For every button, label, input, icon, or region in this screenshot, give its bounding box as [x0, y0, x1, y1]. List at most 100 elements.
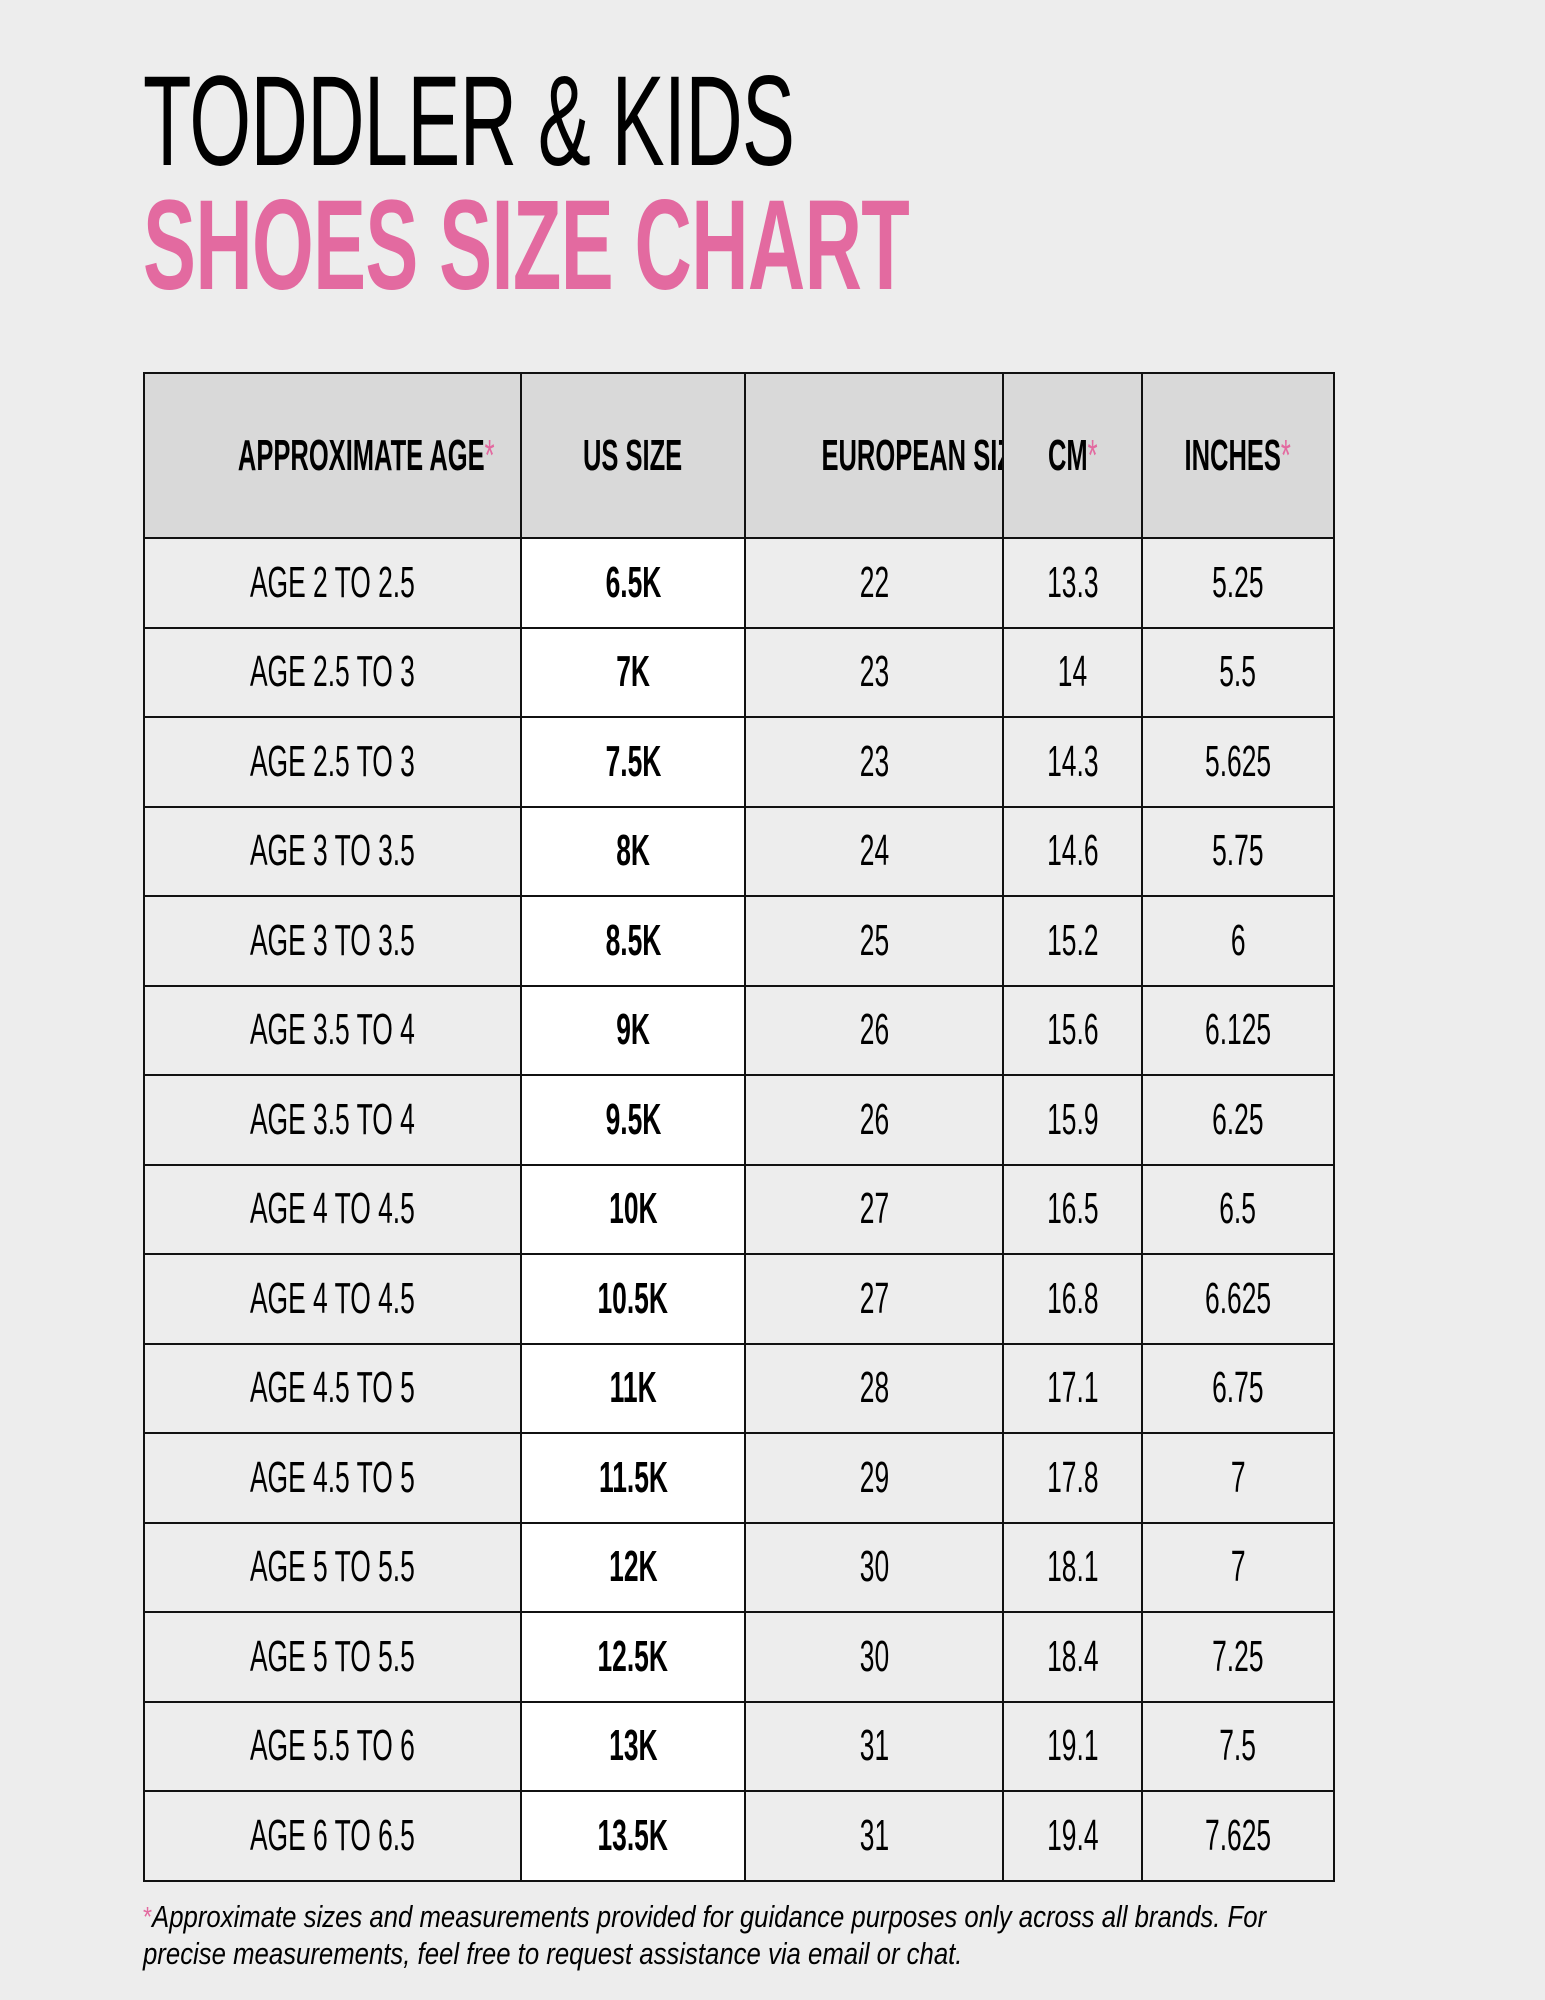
- cell-text: 30: [859, 1631, 889, 1681]
- cell-text: 7.625: [1204, 1810, 1272, 1860]
- age-cell: AGE 6 TO 6.5: [143, 1790, 522, 1882]
- cell-text: 7: [1230, 1452, 1246, 1502]
- inches-cell: 6.25: [1141, 1074, 1335, 1166]
- age-cell: AGE 4 TO 4.5: [143, 1163, 522, 1255]
- european-size-cell: 28: [744, 1342, 1004, 1434]
- european-size-cell: 22: [744, 537, 1004, 629]
- cm-cell: 16.5: [1002, 1163, 1143, 1255]
- table-row: AGE 4 TO 4.5 10K 27 16.5 6.5: [143, 1163, 1335, 1255]
- cell-text: 16.8: [1046, 1273, 1099, 1323]
- age-cell: AGE 2.5 TO 3: [143, 716, 522, 808]
- european-size-cell: 31: [744, 1790, 1004, 1882]
- table-row: AGE 3 TO 3.5 8.5K 25 15.2 6: [143, 895, 1335, 987]
- column-header-label: CM*: [1048, 431, 1098, 481]
- asterisk-marker: *: [484, 430, 495, 480]
- age-cell: AGE 2.5 TO 3: [143, 626, 522, 718]
- cell-text: AGE 3 TO 3.5: [250, 826, 415, 876]
- us-size-cell: 7K: [520, 626, 746, 718]
- asterisk-marker: *: [1281, 430, 1292, 480]
- european-size-cell: 27: [744, 1253, 1004, 1345]
- cell-text: 17.8: [1046, 1452, 1099, 1502]
- cell-text: 6.5K: [605, 557, 661, 607]
- inches-cell: 7.625: [1141, 1790, 1335, 1882]
- column-header: CM*: [1002, 372, 1143, 539]
- age-cell: AGE 3 TO 3.5: [143, 895, 522, 987]
- age-cell: AGE 4.5 TO 5: [143, 1342, 522, 1434]
- table-row: AGE 2.5 TO 3 7.5K 23 14.3 5.625: [143, 716, 1335, 808]
- cell-text: 11K: [609, 1363, 657, 1413]
- cm-cell: 17.1: [1002, 1342, 1143, 1434]
- header-text: CM: [1047, 430, 1088, 480]
- cm-cell: 14.3: [1002, 716, 1143, 808]
- cm-cell: 19.4: [1002, 1790, 1143, 1882]
- cell-text: 12.5K: [597, 1631, 669, 1681]
- column-header-label: APPROXIMATE AGE*: [238, 431, 495, 481]
- age-cell: AGE 3.5 TO 4: [143, 984, 522, 1076]
- cell-text: 6.75: [1212, 1363, 1264, 1413]
- age-cell: AGE 5 TO 5.5: [143, 1611, 522, 1703]
- cell-text: 10K: [608, 1184, 658, 1234]
- footer-note: *Approximate sizes and measurements prov…: [143, 1898, 1305, 1972]
- cell-text: 15.9: [1046, 1094, 1099, 1144]
- age-cell: AGE 4 TO 4.5: [143, 1253, 522, 1345]
- cell-text: 8.5K: [605, 915, 661, 965]
- european-size-cell: 23: [744, 716, 1004, 808]
- table-row: AGE 5 TO 5.5 12.5K 30 18.4 7.25: [143, 1611, 1335, 1703]
- cell-text: 27: [859, 1184, 889, 1234]
- european-size-cell: 31: [744, 1700, 1004, 1792]
- asterisk-marker: *: [1087, 430, 1098, 480]
- cell-text: 29: [859, 1452, 889, 1502]
- cell-text: 25: [859, 915, 889, 965]
- cm-cell: 13.3: [1002, 537, 1143, 629]
- column-header-label: US SIZE: [583, 431, 682, 481]
- table-row: AGE 3.5 TO 4 9K 26 15.6 6.125: [143, 984, 1335, 1076]
- cell-text: AGE 5 TO 5.5: [250, 1542, 415, 1592]
- header-text: APPROXIMATE AGE: [237, 430, 485, 480]
- cell-text: 13.3: [1046, 557, 1099, 607]
- cell-text: 19.4: [1046, 1810, 1099, 1860]
- cell-text: 6.5: [1219, 1184, 1257, 1234]
- cell-text: 15.2: [1046, 915, 1099, 965]
- us-size-cell: 7.5K: [520, 716, 746, 808]
- inches-cell: 7: [1141, 1432, 1335, 1524]
- us-size-cell: 11.5K: [520, 1432, 746, 1524]
- cell-text: 6.625: [1204, 1273, 1272, 1323]
- cell-text: 22: [859, 557, 889, 607]
- column-header: EUROPEAN SIZE: [744, 372, 1004, 539]
- cell-text: 18.1: [1046, 1542, 1099, 1592]
- cell-text: AGE 4.5 TO 5: [250, 1452, 415, 1502]
- cell-text: AGE 2 TO 2.5: [250, 557, 415, 607]
- cell-text: 13K: [608, 1721, 658, 1771]
- column-header-label: INCHES*: [1185, 431, 1291, 481]
- cell-text: AGE 4.5 TO 5: [250, 1363, 415, 1413]
- inches-cell: 6.125: [1141, 984, 1335, 1076]
- title-line-1: TODDLER & KIDS: [143, 50, 795, 193]
- inches-cell: 7.25: [1141, 1611, 1335, 1703]
- cell-text: AGE 2.5 TO 3: [250, 647, 415, 697]
- age-cell: AGE 3.5 TO 4: [143, 1074, 522, 1166]
- table-row: AGE 2 TO 2.5 6.5K 22 13.3 5.25: [143, 537, 1335, 629]
- cell-text: AGE 2.5 TO 3: [250, 736, 415, 786]
- cell-text: 23: [859, 736, 889, 786]
- us-size-cell: 8K: [520, 805, 746, 897]
- cell-text: 5.25: [1212, 557, 1264, 607]
- cell-text: 19.1: [1046, 1721, 1099, 1771]
- column-header-label: EUROPEAN SIZE: [821, 431, 1001, 481]
- table-row: AGE 4 TO 4.5 10.5K 27 16.8 6.625: [143, 1253, 1335, 1345]
- european-size-cell: 25: [744, 895, 1004, 987]
- us-size-cell: 12K: [520, 1521, 746, 1613]
- us-size-cell: 10.5K: [520, 1253, 746, 1345]
- cell-text: 7.25: [1212, 1631, 1264, 1681]
- inches-cell: 6.75: [1141, 1342, 1335, 1434]
- inches-cell: 7.5: [1141, 1700, 1335, 1792]
- cm-cell: 18.4: [1002, 1611, 1143, 1703]
- cell-text: 18.4: [1046, 1631, 1099, 1681]
- table-row: AGE 5.5 TO 6 13K 31 19.1 7.5: [143, 1700, 1335, 1792]
- cell-text: AGE 3 TO 3.5: [250, 915, 415, 965]
- cell-text: 8K: [616, 826, 650, 876]
- us-size-cell: 12.5K: [520, 1611, 746, 1703]
- column-header: APPROXIMATE AGE*: [143, 372, 522, 539]
- cell-text: 15.6: [1046, 1005, 1099, 1055]
- us-size-cell: 8.5K: [520, 895, 746, 987]
